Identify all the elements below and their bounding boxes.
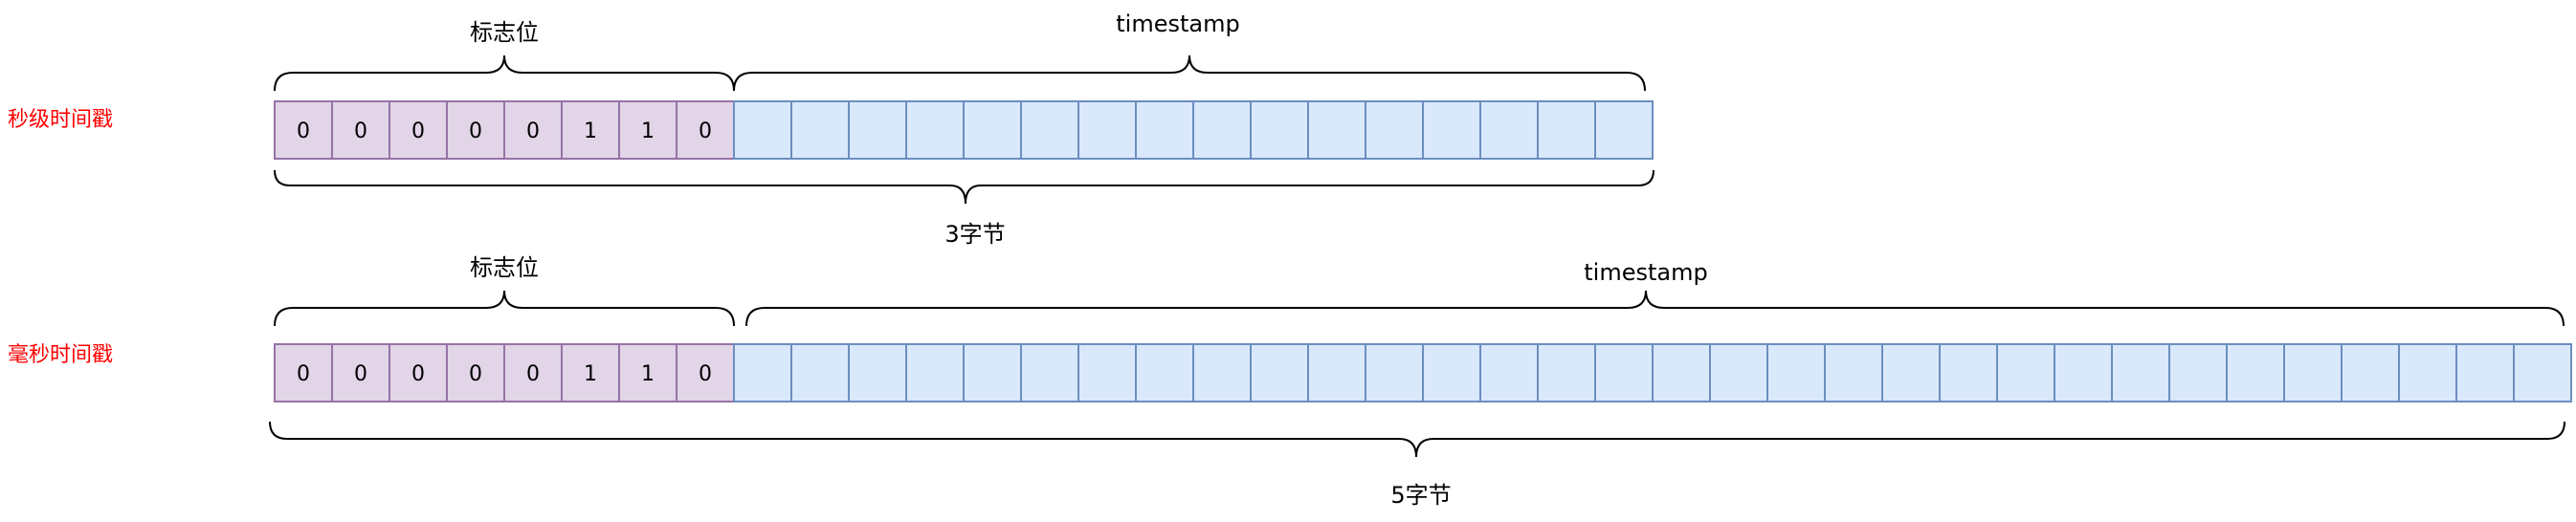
- size-brace-bottom: [269, 421, 2565, 458]
- timestamp-cell: [733, 100, 792, 160]
- timestamp-cell: [1020, 100, 1079, 160]
- flag-bit-value: 1: [584, 120, 597, 143]
- timestamp-cell: [2455, 343, 2515, 402]
- flag-bit-value: 0: [699, 362, 712, 386]
- timestamp-cell: [2054, 343, 2113, 402]
- row-label: 毫秒时间戳: [8, 343, 113, 367]
- flag-bit-value: 0: [354, 362, 367, 386]
- timestamp-cell: [1709, 343, 1768, 402]
- flag-bit-cell: [446, 343, 505, 402]
- timestamp-cell: [1192, 343, 1252, 402]
- flag-bit-cell: [331, 100, 390, 160]
- flag-label: 标志位: [470, 19, 539, 46]
- flag-bit-cell: [561, 100, 620, 160]
- flag-bit-value: 0: [526, 120, 540, 143]
- timestamp-cell: [790, 343, 850, 402]
- flag-bit-value: 0: [411, 362, 425, 386]
- timestamp-cell: [1307, 343, 1366, 402]
- timestamp-cell: [790, 100, 850, 160]
- timestamp-cell: [2226, 343, 2285, 402]
- timestamp-cell: [1135, 343, 1194, 402]
- timestamp-cell: [1479, 343, 1539, 402]
- timestamp-cell: [2398, 343, 2457, 402]
- flag-bit-cell: [618, 100, 677, 160]
- flag-bit-cell: [503, 100, 563, 160]
- size-brace-bottom: [274, 169, 1654, 205]
- flag-bit-value: 1: [584, 362, 597, 386]
- flag-bit-value: 0: [469, 120, 482, 143]
- timestamp-cell: [905, 100, 965, 160]
- flag-bit-cell: [274, 100, 333, 160]
- timestamp-cell: [963, 343, 1022, 402]
- timestamp-cell: [1365, 100, 1424, 160]
- flag-bit-cell: [676, 343, 735, 402]
- timestamp-cell: [1824, 343, 1883, 402]
- timestamp-cell: [1652, 343, 1711, 402]
- timestamp-label: timestamp: [1116, 11, 1239, 37]
- timestamp-cell: [1365, 343, 1424, 402]
- timestamp-cell: [963, 100, 1022, 160]
- timestamp-cell: [905, 343, 965, 402]
- timestamp-cell: [733, 343, 792, 402]
- timestamp-cell: [1939, 343, 1998, 402]
- timestamp-cell: [1766, 343, 1826, 402]
- timestamp-cell: [1307, 100, 1366, 160]
- timestamp-brace-top: [733, 54, 1646, 92]
- timestamp-cell: [1422, 100, 1481, 160]
- flag-bit-value: 0: [411, 120, 425, 143]
- timestamp-cell: [1996, 343, 2055, 402]
- timestamp-label: timestamp: [1584, 259, 1707, 286]
- timestamp-cell: [2283, 343, 2343, 402]
- timestamp-cell: [1192, 100, 1252, 160]
- timestamp-cell: [1422, 343, 1481, 402]
- timestamp-cell: [2168, 343, 2228, 402]
- flag-bit-cells: 0 0 0 0 0 1 1 0: [274, 100, 735, 160]
- row-seconds: 秒级时间戳 标志位 timestamp 0 0 0 0 0 1 1 0 3字节: [8, 11, 1654, 248]
- timestamp-cell: [1479, 100, 1539, 160]
- flag-bit-value: 0: [297, 362, 310, 386]
- timestamp-cell: [1135, 100, 1194, 160]
- timestamp-cell: [1594, 100, 1654, 160]
- flag-bit-value: 0: [354, 120, 367, 143]
- timestamp-cell: [2513, 343, 2572, 402]
- timestamp-cell: [1077, 100, 1137, 160]
- timestamp-cell: [1020, 343, 1079, 402]
- flag-bit-cell: [503, 343, 563, 402]
- timestamp-cell: [1537, 343, 1596, 402]
- size-label: 5字节: [1390, 482, 1451, 509]
- flag-bit-value: 1: [641, 120, 655, 143]
- flag-bit-cell: [331, 343, 390, 402]
- flag-bit-value: 0: [526, 362, 540, 386]
- flag-bit-value: 0: [469, 362, 482, 386]
- flag-bit-cell: [389, 100, 448, 160]
- timestamp-cells: [733, 100, 1654, 160]
- timestamp-cell: [848, 100, 907, 160]
- flag-bit-value: 0: [699, 120, 712, 143]
- timestamp-cell: [1537, 100, 1596, 160]
- timestamp-cell: [1250, 100, 1309, 160]
- row-label: 秒级时间戳: [8, 108, 113, 132]
- timestamp-brace-top: [745, 290, 2565, 327]
- row-milliseconds: 毫秒时间戳 标志位 timestamp 0 0 0 0 0 1 1 0 5字节: [8, 254, 2572, 509]
- flag-label: 标志位: [470, 254, 539, 281]
- flag-brace-top: [274, 54, 735, 92]
- timestamp-cell: [1250, 343, 1309, 402]
- flag-bit-value: 1: [641, 362, 655, 386]
- timestamp-cell: [2341, 343, 2400, 402]
- flag-bit-cell: [274, 343, 333, 402]
- timestamp-cell: [1077, 343, 1137, 402]
- flag-bit-cell: [676, 100, 735, 160]
- flag-bit-cells: 0 0 0 0 0 1 1 0: [274, 343, 735, 402]
- timestamp-cell: [1594, 343, 1654, 402]
- size-label: 3字节: [944, 221, 1005, 248]
- timestamp-cell: [2111, 343, 2170, 402]
- timestamp-cell: [1881, 343, 1941, 402]
- timestamp-cells: [733, 343, 2572, 402]
- timestamp-cell: [848, 343, 907, 402]
- flag-bit-cell: [561, 343, 620, 402]
- flag-bit-value: 0: [297, 120, 310, 143]
- flag-brace-top: [274, 290, 735, 327]
